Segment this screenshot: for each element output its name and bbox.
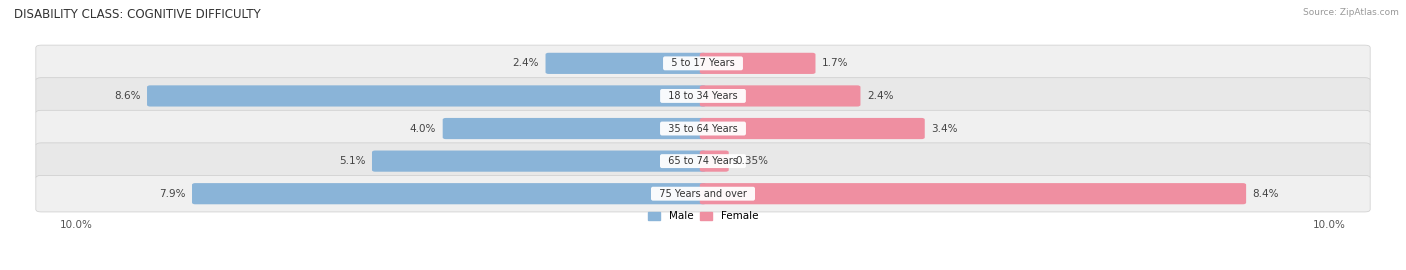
Text: 8.6%: 8.6% — [114, 91, 141, 101]
Text: 2.4%: 2.4% — [513, 58, 538, 68]
FancyBboxPatch shape — [35, 176, 1371, 212]
Text: 10.0%: 10.0% — [1313, 220, 1346, 230]
Text: 10.0%: 10.0% — [60, 220, 93, 230]
Text: 65 to 74 Years: 65 to 74 Years — [662, 156, 744, 166]
FancyBboxPatch shape — [35, 78, 1371, 114]
Text: 7.9%: 7.9% — [159, 189, 186, 199]
FancyBboxPatch shape — [148, 85, 706, 107]
Text: 35 to 64 Years: 35 to 64 Years — [662, 124, 744, 134]
Text: 2.4%: 2.4% — [868, 91, 893, 101]
FancyBboxPatch shape — [35, 110, 1371, 147]
FancyBboxPatch shape — [35, 45, 1371, 82]
FancyBboxPatch shape — [373, 150, 706, 172]
Text: 5.1%: 5.1% — [339, 156, 366, 166]
FancyBboxPatch shape — [700, 118, 925, 139]
Text: 5 to 17 Years: 5 to 17 Years — [665, 58, 741, 68]
Text: 18 to 34 Years: 18 to 34 Years — [662, 91, 744, 101]
Text: 75 Years and over: 75 Years and over — [652, 189, 754, 199]
FancyBboxPatch shape — [443, 118, 706, 139]
FancyBboxPatch shape — [700, 183, 1246, 204]
FancyBboxPatch shape — [35, 143, 1371, 179]
FancyBboxPatch shape — [193, 183, 706, 204]
FancyBboxPatch shape — [700, 150, 728, 172]
Text: 8.4%: 8.4% — [1253, 189, 1279, 199]
Text: DISABILITY CLASS: COGNITIVE DIFFICULTY: DISABILITY CLASS: COGNITIVE DIFFICULTY — [14, 8, 260, 21]
Text: 0.35%: 0.35% — [735, 156, 768, 166]
Text: Source: ZipAtlas.com: Source: ZipAtlas.com — [1303, 8, 1399, 17]
FancyBboxPatch shape — [700, 85, 860, 107]
Text: 4.0%: 4.0% — [411, 124, 436, 134]
FancyBboxPatch shape — [700, 53, 815, 74]
Text: 3.4%: 3.4% — [931, 124, 957, 134]
FancyBboxPatch shape — [546, 53, 706, 74]
Legend: Male, Female: Male, Female — [644, 207, 762, 226]
Text: 1.7%: 1.7% — [823, 58, 848, 68]
